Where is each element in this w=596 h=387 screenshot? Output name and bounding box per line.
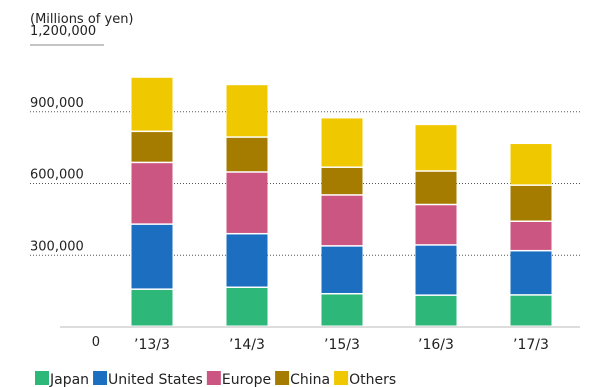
bar-segment <box>510 295 552 326</box>
x-tick-label: ’14/3 <box>229 337 265 353</box>
legend-label: Others <box>349 372 396 387</box>
bars <box>131 77 552 326</box>
legend-swatch <box>93 371 108 385</box>
legend-label: China <box>290 372 330 387</box>
y-tick-label: 0 <box>92 335 100 350</box>
y-axis-tick-labels: 0 300,000 600,000 900,000 1,200,000 <box>30 24 100 350</box>
bar-segment <box>415 205 457 245</box>
bar-segment <box>510 144 552 185</box>
bar-segment <box>510 222 552 250</box>
legend-swatch <box>206 371 221 385</box>
bar-segment <box>510 185 552 221</box>
x-tick-label: ’13/3 <box>134 337 170 353</box>
x-tick-label: ’17/3 <box>513 337 549 353</box>
y-tick-label: 300,000 <box>30 239 84 254</box>
bar-segment <box>226 172 268 233</box>
bar-segment <box>415 245 457 295</box>
bar-segment <box>415 295 457 326</box>
bar-segment <box>131 224 173 289</box>
legend-label: Europe <box>222 372 271 387</box>
y-tick-label: 900,000 <box>30 96 84 111</box>
bar-segment <box>321 118 363 167</box>
bar-segment <box>415 171 457 204</box>
bar-segment <box>321 195 363 246</box>
unit-label: (Millions of yen) <box>30 12 134 27</box>
bar-segment <box>321 246 363 293</box>
x-tick-label: ’16/3 <box>418 337 454 353</box>
legend-label: Japan <box>49 372 89 387</box>
legend: Japan United States Europe China Others <box>35 371 396 387</box>
bar-segment <box>226 85 268 137</box>
x-axis-tick-labels: ’13/3 ’14/3 ’15/3 ’16/3 ’17/3 <box>134 337 549 353</box>
x-tick-label: ’15/3 <box>324 337 360 353</box>
gridlines <box>30 44 580 328</box>
bar-segment <box>321 167 363 195</box>
bar-segment <box>131 163 173 224</box>
bar-segment <box>131 77 173 131</box>
bar-segment <box>226 137 268 172</box>
bar-segment <box>321 294 363 326</box>
bar-segment <box>226 234 268 287</box>
legend-label: United States <box>108 372 203 387</box>
bar-segment <box>131 132 173 162</box>
bar-segment <box>226 288 268 326</box>
bar-segment <box>415 125 457 171</box>
legend-swatch <box>334 371 349 385</box>
y-tick-label: 600,000 <box>30 168 84 183</box>
legend-swatch <box>35 371 49 385</box>
bar-segment <box>131 289 173 326</box>
y-tick-label: 1,200,000 <box>30 24 96 39</box>
legend-swatch <box>275 371 290 385</box>
bar-segment <box>510 251 552 295</box>
